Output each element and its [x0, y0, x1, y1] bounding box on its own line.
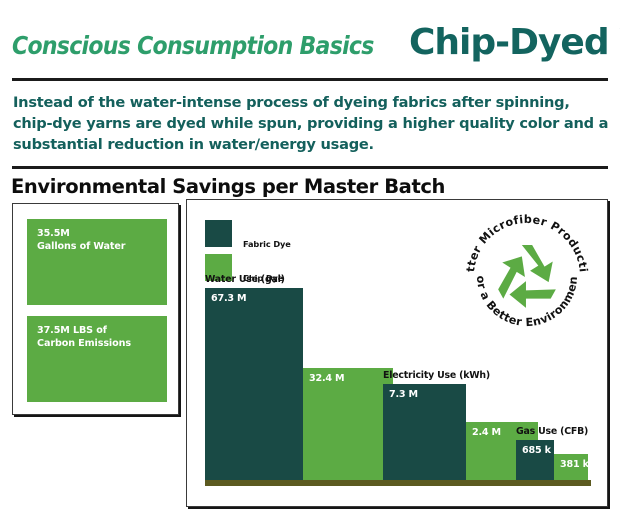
recycle-icon — [498, 245, 556, 308]
bar-water-chip-dye: 32.4 M — [303, 368, 393, 480]
divider-middle — [12, 166, 608, 169]
legend-label-fabric-dye: Fabric Dye — [243, 239, 291, 249]
stat-box-carbon: 37.5M LBS of Carbon Emissions — [27, 316, 167, 402]
stat-box-carbon-label: Carbon Emissions — [37, 337, 131, 349]
bar-group-water: Water Use (gal) 67.3 M 32.4 M — [205, 274, 393, 480]
legend-label-chip-dye: Chip Dye — [243, 273, 284, 283]
divider-top — [12, 78, 608, 81]
intro-paragraph: Instead of the water-intense process of … — [13, 94, 609, 153]
legend-item-fabric-dye: Fabric Dye — [205, 216, 291, 250]
bar-electricity-fabric-dye-value: 7.3 M — [389, 389, 418, 400]
page-title: Chip-Dyed Yarn — [408, 22, 620, 63]
header: Conscious Consumption Basics Chip-Dyed Y… — [12, 22, 620, 68]
savings-panel: 35.5M Gallons of Water 37.5M LBS of Carb… — [12, 203, 179, 415]
stat-box-water-label: Gallons of Water — [37, 240, 126, 252]
bar-gas-chip-dye-value: 381 k — [560, 459, 589, 470]
legend-swatch-fabric-dye — [205, 219, 232, 247]
bar-group-gas-unit: (CFB) — [560, 426, 589, 437]
header-kicker: Conscious Consumption Basics — [12, 31, 374, 60]
recycle-badge: Better Microfiber Production for a Bette… — [461, 210, 593, 342]
stat-box-water: 35.5M Gallons of Water — [27, 219, 167, 305]
bar-water-chip-dye-value: 32.4 M — [309, 373, 345, 384]
bar-gas-fabric-dye-value: 685 k — [522, 445, 551, 456]
section-heading: Environmental Savings per Master Batch — [11, 175, 446, 198]
bar-gas-chip-dye: 381 k — [554, 454, 589, 480]
bar-group-gas-label: Gas Use — [516, 426, 558, 437]
bar-group-electricity-title: Electricity Use (kWh) — [383, 370, 490, 381]
stat-box-carbon-value: 37.5M LBS of — [37, 325, 107, 336]
chart-legend: Fabric Dye Chip Dye — [205, 216, 291, 284]
legend-swatch-chip-dye — [205, 253, 232, 281]
bar-group-water-title: Water Use (gal) — [205, 274, 285, 285]
bar-electricity-fabric-dye: 7.3 M — [383, 384, 466, 480]
bar-water-fabric-dye: 67.3 M — [205, 288, 303, 480]
bar-group-water-unit: (gal) — [260, 274, 285, 285]
chart-baseline — [205, 480, 591, 486]
stat-box-water-value: 35.5M — [37, 228, 70, 239]
bar-group-gas: Gas Use (CFB) 685 k 381 k — [516, 426, 589, 480]
bar-group-water-label: Water Use — [205, 274, 258, 285]
bar-water-fabric-dye-value: 67.3 M — [211, 293, 247, 304]
legend-item-chip-dye: Chip Dye — [205, 250, 291, 284]
bar-group-electricity-label: Electricity Use — [383, 370, 457, 381]
bar-gas-fabric-dye: 685 k — [516, 440, 554, 480]
bar-electricity-chip-dye-value: 2.4 M — [472, 427, 501, 438]
bar-group-electricity-unit: (kWh) — [459, 370, 490, 381]
chart-panel: Fabric Dye Chip Dye Better Microfiber Pr… — [186, 199, 608, 507]
bar-group-electricity: Electricity Use (kWh) 7.3 M 2.4 M — [383, 370, 538, 480]
badge-top-text: Better Microfiber Production — [461, 210, 590, 273]
bar-group-gas-title: Gas Use (CFB) — [516, 426, 588, 437]
